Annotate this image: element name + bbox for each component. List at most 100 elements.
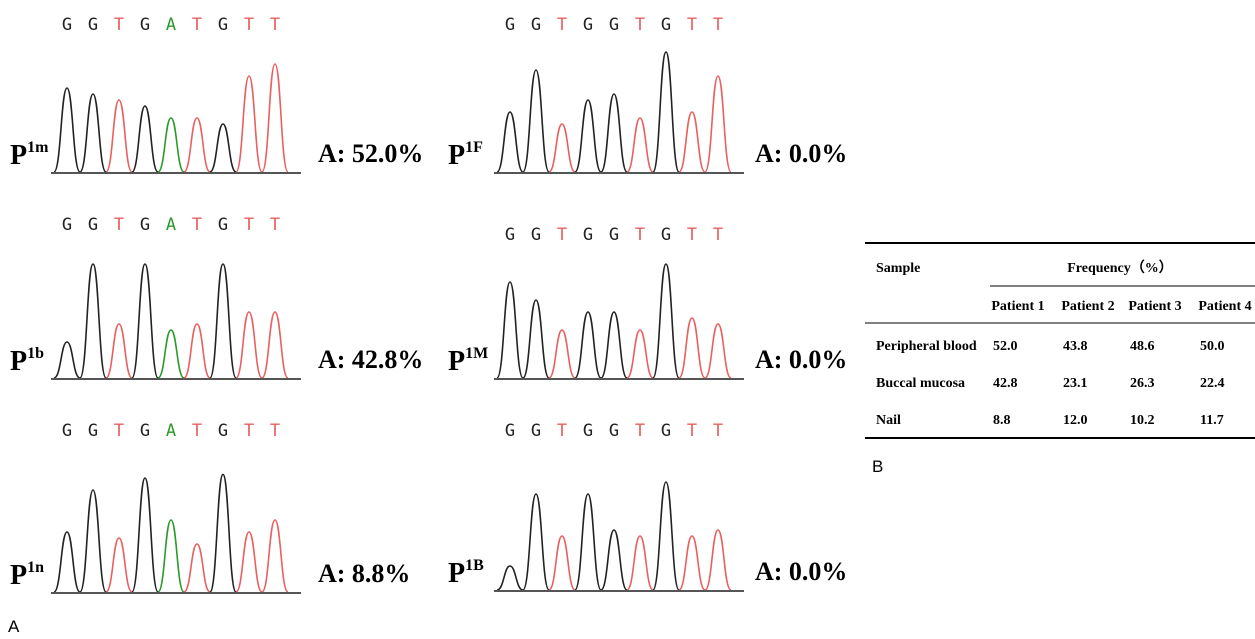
trace-peak — [262, 312, 288, 378]
sample-label-main: P — [448, 558, 465, 589]
trace-peak — [106, 100, 132, 172]
panel-label: B — [872, 457, 883, 476]
sample-label: P1m — [10, 139, 49, 171]
table-column: Patient 1 — [991, 299, 1044, 314]
base-call: G — [140, 215, 150, 235]
base-call: T — [687, 225, 697, 245]
trace-peak — [184, 118, 210, 172]
trace-peak — [184, 544, 210, 592]
trace-peak — [653, 52, 679, 172]
base-call: T — [192, 421, 202, 441]
table-cell: 11.7 — [1200, 413, 1224, 428]
table-row-label: Buccal mucosa — [876, 376, 965, 391]
table-row-label: Nail — [876, 413, 901, 428]
table-cell: 26.3 — [1130, 376, 1155, 391]
base-call: G — [88, 421, 98, 441]
table-cell: 12.0 — [1063, 413, 1088, 428]
base-call: G — [583, 225, 593, 245]
base-call: G — [88, 215, 98, 235]
base-call: T — [713, 15, 723, 35]
allele-frequency: A: 0.0% — [755, 139, 847, 168]
sample-label-sup: 1m — [27, 139, 49, 156]
base-call: T — [687, 15, 697, 35]
base-call: T — [270, 421, 280, 441]
trace-peak — [497, 282, 523, 378]
table-cell: 8.8 — [993, 413, 1011, 428]
trace-peak — [210, 264, 236, 378]
sample-label: P1b — [10, 345, 44, 377]
base-call: T — [635, 15, 645, 35]
trace-peak — [184, 324, 210, 378]
sample-label-main: P — [10, 560, 27, 591]
trace-peak — [523, 70, 549, 172]
trace-peak — [601, 530, 627, 590]
base-call: T — [114, 15, 124, 35]
trace-peak — [705, 530, 731, 590]
allele-frequency: A: 0.0% — [755, 345, 847, 374]
figure: A B Sample Frequency（%） GGTGATGTTP1mA: 5… — [0, 0, 1255, 639]
base-call: G — [140, 15, 150, 35]
base-call: G — [661, 421, 671, 441]
trace-peak — [80, 490, 106, 592]
base-call: T — [244, 215, 254, 235]
trace-peak — [549, 330, 575, 378]
trace-peak — [497, 112, 523, 172]
trace-peak — [262, 520, 288, 592]
allele-frequency: A: 52.0% — [318, 139, 423, 168]
table-cell: 22.4 — [1200, 376, 1225, 391]
trace-peak — [158, 520, 184, 592]
base-call: T — [244, 421, 254, 441]
trace-peak — [80, 94, 106, 172]
base-call: A — [166, 421, 176, 441]
trace-peak — [262, 64, 288, 172]
trace-peak — [653, 482, 679, 590]
base-call: G — [218, 421, 228, 441]
base-call: T — [557, 225, 567, 245]
trace-peak — [132, 478, 158, 592]
trace-peak — [236, 312, 262, 378]
sample-label-sup: 1B — [465, 557, 484, 574]
base-call: G — [218, 215, 228, 235]
trace-peak — [679, 318, 705, 378]
trace-peak — [705, 324, 731, 378]
base-call: G — [505, 421, 515, 441]
sample-label-main: P — [448, 140, 465, 171]
table-cell: 50.0 — [1200, 339, 1225, 354]
trace-peak — [601, 312, 627, 378]
sample-label-main: P — [10, 140, 27, 171]
trace-peak — [523, 300, 549, 378]
trace-peak — [132, 106, 158, 172]
base-call: G — [583, 421, 593, 441]
table-cell: 52.0 — [993, 339, 1018, 354]
sample-label-main: P — [10, 346, 27, 377]
trace-peak — [80, 264, 106, 378]
trace-peak — [679, 112, 705, 172]
base-call: G — [531, 15, 541, 35]
trace-peak — [653, 264, 679, 378]
base-call: T — [270, 215, 280, 235]
allele-frequency: A: 8.8% — [318, 559, 410, 588]
trace-peak — [575, 494, 601, 590]
trace-peak — [236, 532, 262, 592]
trace-peak — [132, 264, 158, 378]
table-row-label: Peripheral blood — [876, 339, 977, 354]
base-call: T — [635, 421, 645, 441]
base-call: G — [531, 225, 541, 245]
base-call: T — [244, 15, 254, 35]
base-call: T — [114, 421, 124, 441]
trace-peak — [54, 532, 80, 592]
trace-peak — [523, 494, 549, 590]
base-call: G — [583, 15, 593, 35]
base-call: G — [661, 225, 671, 245]
trace-peak — [679, 536, 705, 590]
table-cell: 23.1 — [1063, 376, 1088, 391]
trace-peak — [627, 118, 653, 172]
table-header: Sample — [876, 261, 920, 276]
base-call: T — [713, 421, 723, 441]
trace-peak — [158, 330, 184, 378]
allele-frequency: A: 42.8% — [318, 345, 423, 374]
sample-label-sup: 1M — [465, 345, 488, 362]
base-call: G — [62, 215, 72, 235]
table-cell: 10.2 — [1130, 413, 1155, 428]
base-call: G — [218, 15, 228, 35]
